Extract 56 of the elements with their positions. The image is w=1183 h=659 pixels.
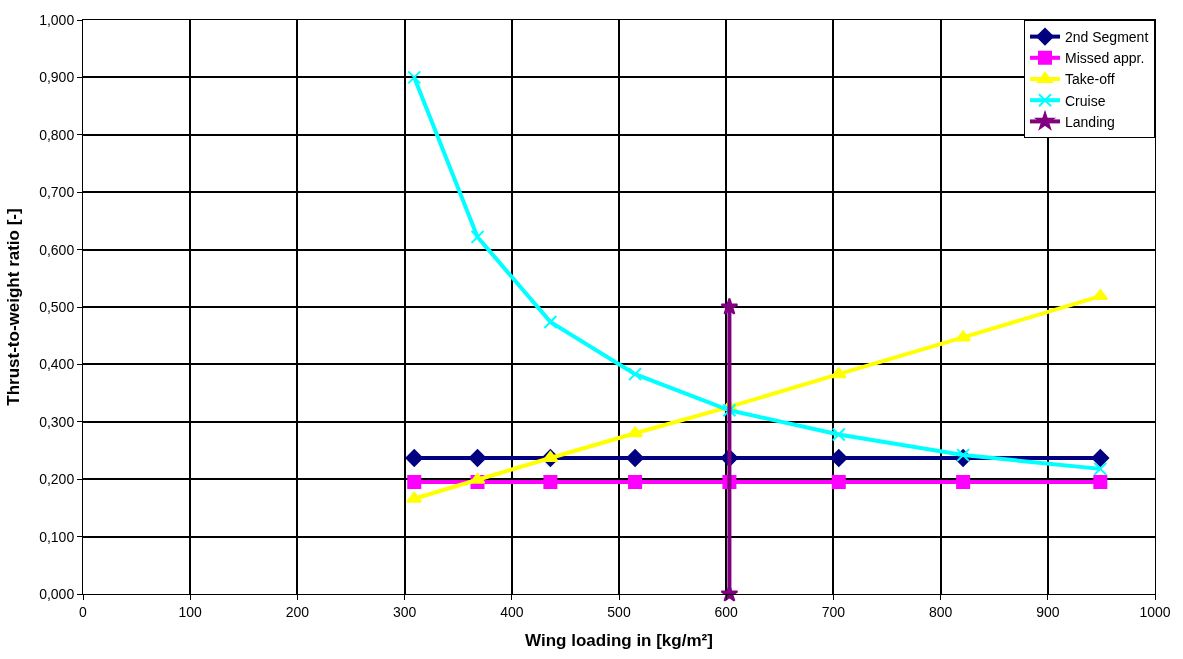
point (542, 450, 559, 462)
point (722, 403, 737, 418)
x-tick-label: 1000 (1139, 603, 1171, 620)
y-tick-label: 0,900 (39, 69, 75, 86)
x-tick-label: 800 (928, 603, 953, 620)
point (830, 367, 847, 379)
point (470, 229, 485, 244)
point (406, 491, 423, 503)
point (468, 449, 487, 467)
x-tick-label: 900 (1036, 603, 1060, 620)
y-tick-label: 0,200 (39, 471, 75, 488)
point (405, 449, 424, 467)
point (720, 297, 739, 315)
point (626, 449, 644, 467)
point (627, 426, 644, 438)
x-tick-label: 700 (821, 603, 846, 620)
point (543, 314, 558, 329)
point (1093, 461, 1108, 476)
y-tick-label: 0,400 (39, 356, 75, 373)
x-tick-label: 200 (285, 603, 310, 620)
y-axis-title: Thrust-to-weight ratio [-] (3, 208, 23, 406)
point (956, 475, 971, 490)
x-tick-label: 400 (500, 603, 524, 620)
x-tick-label: 100 (178, 603, 203, 620)
x-tick-label: 500 (607, 603, 631, 620)
point (1091, 449, 1110, 467)
point (543, 475, 558, 490)
point (955, 330, 972, 342)
y-tick-label: 0,800 (39, 126, 75, 143)
legend-label: 2nd Segment (1065, 29, 1149, 46)
point (829, 449, 848, 467)
x-axis-title: Wing loading in [kg/m²] (525, 631, 713, 651)
point (469, 472, 486, 484)
y-tick-label: 0,700 (39, 184, 75, 201)
y-tick-label: 0,000 (39, 585, 75, 602)
legend-label: Cruise (1065, 92, 1106, 109)
point (831, 427, 846, 442)
y-tick-label: 0,100 (39, 528, 75, 545)
point (628, 367, 643, 382)
y-tick-label: 1,000 (39, 11, 75, 28)
point (407, 475, 422, 490)
y-tick-label: 0,300 (39, 413, 75, 430)
point (407, 70, 422, 85)
x-tick-label: 0 (79, 603, 88, 620)
legend-label: Take-off (1065, 71, 1115, 88)
y-tick-label: 0,500 (39, 298, 75, 315)
point (831, 475, 846, 490)
point (1093, 475, 1108, 490)
legend-label: Landing (1065, 113, 1115, 130)
legend-label: Missed appr. (1065, 50, 1145, 67)
point (628, 475, 643, 490)
point (956, 448, 971, 463)
point (1092, 289, 1109, 301)
x-tick-label: 300 (392, 603, 417, 620)
y-tick-label: 0,600 (39, 241, 75, 258)
x-tick-label: 600 (714, 603, 739, 620)
